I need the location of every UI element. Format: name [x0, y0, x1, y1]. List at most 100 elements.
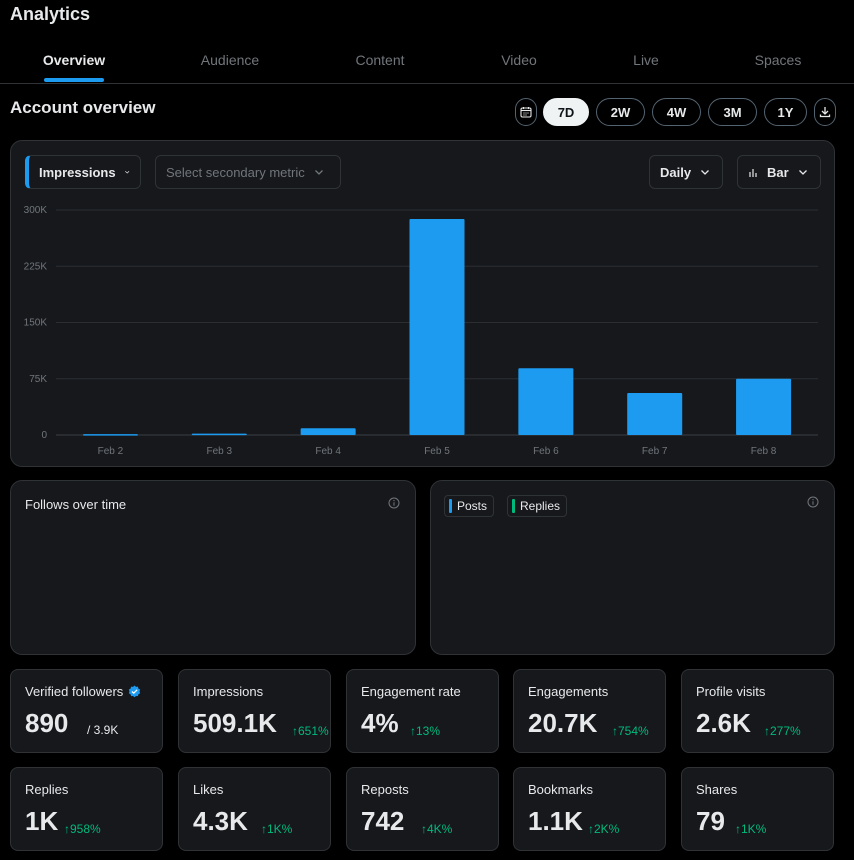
stat-change: ↑277% — [764, 724, 801, 738]
replies-swatch — [512, 499, 515, 513]
stat-value: 1.1K — [528, 806, 583, 836]
impressions-bar — [300, 428, 356, 435]
impressions-bar — [82, 434, 138, 436]
stat-value: 1K — [25, 806, 59, 836]
x-tick-label: Feb 5 — [424, 446, 450, 457]
stat-value: 79 — [696, 806, 725, 836]
stat-card-shares: Shares 79 ↑1K% — [681, 767, 834, 851]
stat-label: Bookmarks — [528, 782, 594, 797]
stat-value: 509.1K — [193, 708, 277, 738]
stat-card-bookmarks: Bookmarks 1.1K ↑2K% — [513, 767, 666, 851]
calendar-button[interactable] — [515, 98, 537, 126]
primary-metric-dropdown[interactable]: Impressions — [25, 155, 141, 189]
tab-live[interactable]: Live — [633, 52, 659, 68]
stat-change: ↑754% — [612, 724, 649, 738]
stat-total: / 3.9K — [87, 723, 119, 737]
stat-value: 742 — [361, 806, 405, 836]
impressions-bar — [191, 433, 247, 436]
verified-badge-icon — [129, 685, 141, 698]
chevron-down-icon — [701, 170, 710, 175]
stat-label: Reposts — [361, 782, 409, 797]
download-button[interactable] — [814, 98, 836, 126]
replies-legend-label: Replies — [520, 499, 561, 513]
replies-legend-chip[interactable]: Replies — [507, 495, 568, 517]
stat-value: 890 — [25, 708, 69, 738]
range-4w-button[interactable]: 4W — [652, 98, 701, 126]
chart-type-dropdown[interactable]: Bar — [737, 155, 821, 189]
x-tick-label: Feb 3 — [206, 446, 232, 457]
y-tick-label: 0 — [41, 430, 47, 441]
chevron-down-icon — [314, 170, 323, 175]
posts-legend-label: Posts — [457, 499, 488, 513]
range-3m-button[interactable]: 3M — [708, 98, 757, 126]
x-tick-label: Feb 6 — [533, 446, 559, 457]
posts-replies-chart-card — [430, 480, 835, 655]
page-title: Analytics — [10, 4, 91, 24]
impressions-bar — [627, 393, 683, 435]
info-icon[interactable] — [388, 497, 400, 509]
stat-label-text: Verified followers — [25, 684, 124, 699]
chevron-down-icon — [124, 170, 129, 174]
interval-dropdown[interactable]: Daily — [649, 155, 723, 189]
secondary-metric-placeholder: Select secondary metric — [166, 164, 305, 180]
stat-label: Profile visits — [696, 684, 766, 699]
tab-audience[interactable]: Audience — [200, 52, 260, 68]
range-7d-button[interactable]: 7D — [543, 98, 589, 126]
secondary-metric-dropdown[interactable]: Select secondary metric — [155, 155, 341, 189]
stat-label: Engagement rate — [361, 684, 461, 699]
stat-change: ↑1K% — [735, 822, 767, 836]
stat-change: ↑13% — [410, 724, 441, 738]
stat-label: Engagements — [528, 684, 609, 699]
y-tick-label: 150K — [24, 318, 48, 329]
stat-card-engagements: Engagements 20.7K ↑754% — [513, 669, 666, 753]
impressions-bar — [518, 368, 574, 435]
download-icon — [819, 107, 831, 118]
interval-label: Daily — [660, 164, 692, 180]
stat-value: 4% — [361, 708, 399, 738]
x-tick-label: Feb 8 — [751, 446, 777, 457]
impressions-bar — [409, 219, 465, 435]
tab-overview[interactable]: Overview — [42, 52, 106, 68]
tab-content[interactable]: Content — [355, 52, 405, 68]
stat-card-verified-followers: Verified followers 890 / 3.9K — [10, 669, 163, 753]
stat-value: 20.7K — [528, 708, 598, 738]
bar-chart-icon — [749, 168, 757, 177]
posts-legend-chip[interactable]: Posts — [444, 495, 495, 517]
stat-card-replies: Replies 1K ↑958% — [10, 767, 163, 851]
stat-card-impressions: Impressions 509.1K ↑651% — [178, 669, 331, 753]
section-title: Account overview — [10, 98, 156, 117]
range-2w-button[interactable]: 2W — [596, 98, 645, 126]
stat-card-profile-visits: Profile visits 2.6K ↑277% — [681, 669, 834, 753]
follows-chart-card — [10, 480, 416, 655]
follows-chart-title: Follows over time — [25, 497, 127, 512]
range-1y-button[interactable]: 1Y — [764, 98, 807, 126]
y-tick-label: 225K — [24, 261, 48, 272]
stat-change: ↑958% — [64, 822, 101, 836]
active-tab-indicator — [44, 78, 104, 82]
stat-label: Likes — [193, 782, 224, 797]
stat-value: 4.3K — [193, 806, 248, 836]
y-tick-label: 75K — [29, 374, 47, 385]
tab-spaces[interactable]: Spaces — [754, 52, 802, 68]
stat-change: ↑1K% — [261, 822, 293, 836]
tab-video[interactable]: Video — [501, 52, 537, 68]
info-icon[interactable] — [807, 496, 819, 508]
stat-card-reposts: Reposts 742 ↑4K% — [346, 767, 499, 851]
y-tick-label: 300K — [24, 205, 48, 216]
stat-label: Shares — [696, 782, 738, 797]
stat-change: ↑4K% — [421, 822, 453, 836]
impressions-bar — [736, 378, 792, 435]
stat-label: Replies — [25, 782, 69, 797]
chart-type-label: Bar — [767, 164, 789, 180]
analytics-tabs: Overview Audience Content Video Live Spa… — [0, 40, 854, 84]
stat-card-engagement-rate: Engagement rate 4% ↑13% — [346, 669, 499, 753]
stat-value: 2.6K — [696, 708, 751, 738]
x-tick-label: Feb 4 — [315, 446, 341, 457]
stat-card-likes: Likes 4.3K ↑1K% — [178, 767, 331, 851]
stat-change: ↑2K% — [588, 822, 620, 836]
primary-metric-label: Impressions — [39, 164, 116, 180]
calendar-icon — [520, 107, 532, 118]
x-tick-label: Feb 2 — [98, 446, 124, 457]
stat-label: Impressions — [193, 684, 264, 699]
x-tick-label: Feb 7 — [642, 446, 668, 457]
